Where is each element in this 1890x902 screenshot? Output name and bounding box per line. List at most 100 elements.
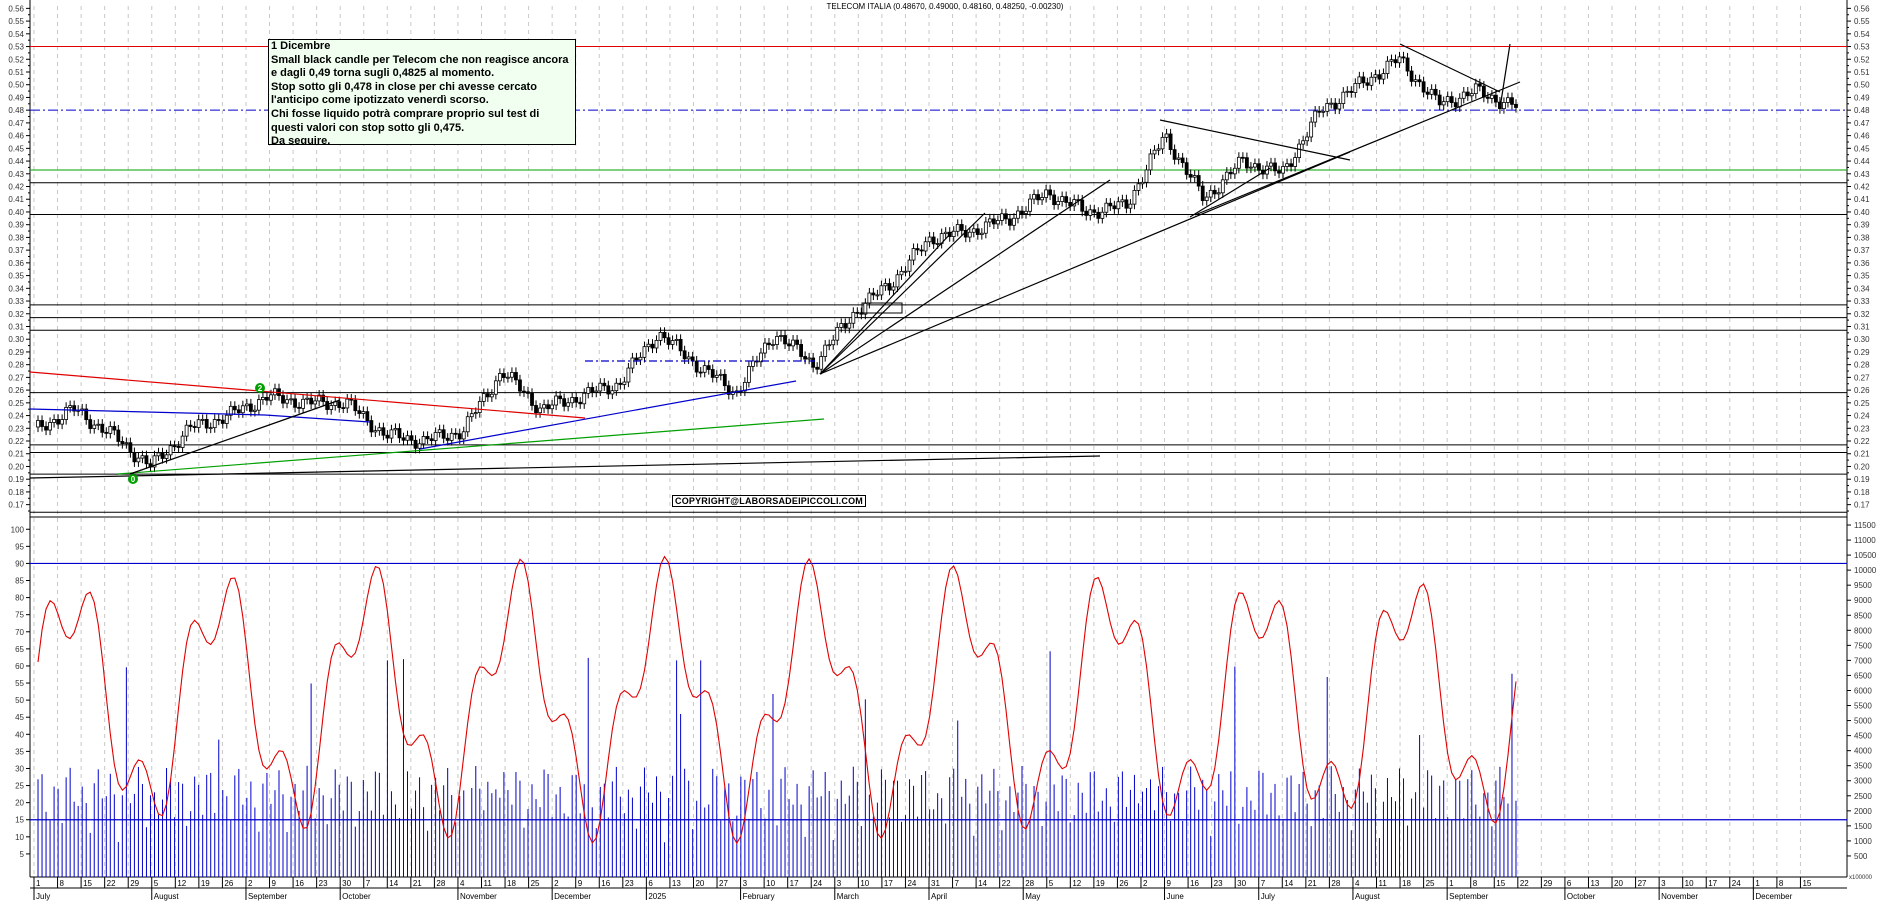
- price-axis: 0.56 0.56 0.55 0.55 0.54 0.54 0.53 0.53 0.52 0.52…: [8, 4, 1870, 512]
- svg-text:0.33: 0.33: [8, 297, 24, 306]
- svg-text:0.55: 0.55: [1854, 17, 1870, 26]
- svg-text:0.54: 0.54: [8, 30, 24, 39]
- svg-text:15: 15: [1802, 879, 1811, 888]
- svg-text:April: April: [931, 892, 947, 901]
- svg-text:14: 14: [978, 879, 987, 888]
- svg-text:0.39: 0.39: [8, 221, 24, 230]
- svg-text:21: 21: [413, 879, 422, 888]
- svg-text:0.43: 0.43: [8, 170, 24, 179]
- svg-text:5: 5: [1049, 879, 1054, 888]
- svg-text:0.44: 0.44: [8, 157, 24, 166]
- svg-text:2500: 2500: [1854, 792, 1872, 801]
- svg-text:0.56: 0.56: [1854, 4, 1870, 13]
- svg-text:0.42: 0.42: [1854, 183, 1870, 192]
- svg-text:0.45: 0.45: [1854, 144, 1870, 153]
- svg-text:0.38: 0.38: [1854, 233, 1870, 242]
- svg-text:February: February: [743, 892, 775, 901]
- svg-text:2025: 2025: [648, 892, 666, 901]
- svg-text:0.38: 0.38: [8, 233, 24, 242]
- svg-text:0.25: 0.25: [1854, 399, 1870, 408]
- svg-text:August: August: [1355, 892, 1381, 901]
- svg-text:0.42: 0.42: [8, 183, 24, 192]
- svg-text:23: 23: [625, 879, 634, 888]
- svg-text:0.20: 0.20: [1854, 462, 1870, 471]
- svg-text:40: 40: [15, 730, 24, 739]
- svg-text:0.55: 0.55: [8, 17, 24, 26]
- svg-text:13: 13: [1590, 879, 1599, 888]
- svg-text:25: 25: [531, 879, 540, 888]
- note-line: Stop sotto gli 0,478 in close per chi av…: [271, 80, 537, 93]
- svg-text:3: 3: [837, 879, 842, 888]
- svg-text:28: 28: [436, 879, 445, 888]
- svg-text:0.22: 0.22: [1854, 437, 1870, 446]
- svg-text:0.27: 0.27: [8, 373, 24, 382]
- svg-text:0.46: 0.46: [8, 132, 24, 141]
- svg-text:0.21: 0.21: [1854, 450, 1870, 459]
- svg-text:500: 500: [1854, 852, 1868, 861]
- svg-text:5000: 5000: [1854, 717, 1872, 726]
- svg-text:0.54: 0.54: [1854, 30, 1870, 39]
- svg-text:March: March: [837, 892, 859, 901]
- svg-text:8: 8: [1779, 879, 1784, 888]
- svg-text:16: 16: [601, 879, 610, 888]
- svg-text:17: 17: [884, 879, 893, 888]
- svg-text:7500: 7500: [1854, 641, 1872, 650]
- note-line: Chi fosse liquido potrà comprare proprio…: [271, 107, 540, 120]
- svg-text:28: 28: [1025, 879, 1034, 888]
- svg-text:0.49: 0.49: [8, 93, 24, 102]
- note-line: Da seguire.: [271, 135, 331, 145]
- svg-text:18: 18: [507, 879, 516, 888]
- note-line: Small black candle per Telecom che non r…: [271, 53, 569, 66]
- svg-text:0.31: 0.31: [1854, 322, 1870, 331]
- svg-text:6: 6: [648, 879, 653, 888]
- svg-text:0.29: 0.29: [1854, 348, 1870, 357]
- copyright-watermark: COPYRIGHT@LABORSADEIPICCOLI.COM: [672, 495, 866, 507]
- svg-text:0.26: 0.26: [1854, 386, 1870, 395]
- svg-text:4000: 4000: [1854, 747, 1872, 756]
- grid: [33, 6, 1801, 877]
- svg-text:10: 10: [15, 833, 24, 842]
- svg-text:4: 4: [460, 879, 465, 888]
- svg-text:16: 16: [295, 879, 304, 888]
- svg-text:25: 25: [1426, 879, 1435, 888]
- svg-text:7000: 7000: [1854, 656, 1872, 665]
- svg-text:0.37: 0.37: [8, 246, 24, 255]
- date-axis: 1 8 15 22 29 5 12 19 26 2 9 16 23 30 7 14 21 28 4 11 18 25 2 9 1…: [33, 877, 1812, 901]
- oscillator-line: [37, 555, 1517, 845]
- svg-text:8500: 8500: [1854, 611, 1872, 620]
- svg-text:17: 17: [1708, 879, 1717, 888]
- svg-text:0.50: 0.50: [1854, 81, 1870, 90]
- svg-text:July: July: [1261, 892, 1275, 901]
- svg-text:30: 30: [1237, 879, 1246, 888]
- svg-text:September: September: [248, 892, 287, 901]
- svg-text:October: October: [1567, 892, 1596, 901]
- svg-text:24: 24: [907, 879, 916, 888]
- svg-text:27: 27: [719, 879, 728, 888]
- svg-text:4500: 4500: [1854, 732, 1872, 741]
- svg-text:4: 4: [1355, 879, 1360, 888]
- svg-text:8: 8: [1473, 879, 1478, 888]
- svg-text:19: 19: [1096, 879, 1105, 888]
- svg-text:October: October: [342, 892, 371, 901]
- svg-text:0.37: 0.37: [1854, 246, 1870, 255]
- svg-text:24: 24: [813, 879, 822, 888]
- svg-text:3: 3: [743, 879, 748, 888]
- svg-text:8: 8: [60, 879, 65, 888]
- svg-text:28: 28: [1331, 879, 1340, 888]
- svg-text:5: 5: [154, 879, 159, 888]
- svg-text:0.53: 0.53: [1854, 43, 1870, 52]
- svg-text:0.23: 0.23: [8, 424, 24, 433]
- svg-text:2: 2: [1143, 879, 1148, 888]
- svg-text:30: 30: [15, 764, 24, 773]
- svg-text:December: December: [554, 892, 591, 901]
- wave-markers: 02: [128, 383, 265, 484]
- svg-text:0.29: 0.29: [8, 348, 24, 357]
- svg-text:0.51: 0.51: [8, 68, 24, 77]
- svg-text:5500: 5500: [1854, 702, 1872, 711]
- svg-text:21: 21: [1308, 879, 1317, 888]
- svg-text:0.52: 0.52: [1854, 55, 1870, 64]
- svg-text:0.30: 0.30: [8, 335, 24, 344]
- svg-text:0.47: 0.47: [1854, 119, 1870, 128]
- svg-text:0.31: 0.31: [8, 322, 24, 331]
- svg-text:10: 10: [766, 879, 775, 888]
